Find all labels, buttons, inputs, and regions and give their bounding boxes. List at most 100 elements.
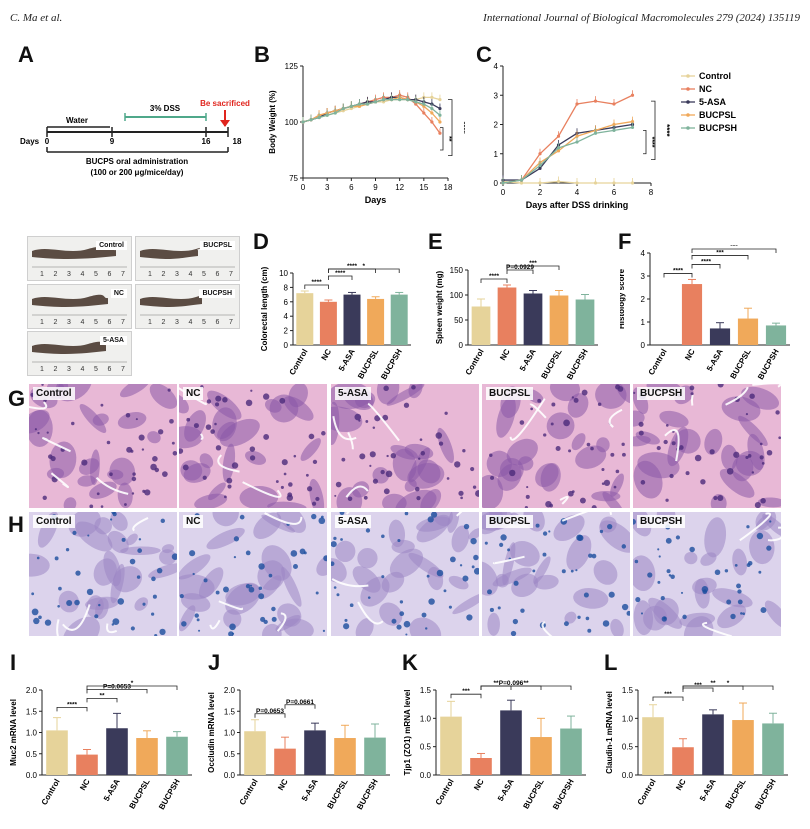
histology-label: BUCPSL xyxy=(486,515,534,528)
data-point xyxy=(438,113,442,117)
histology-label: NC xyxy=(183,515,204,528)
x-tick-label: 4 xyxy=(575,188,580,197)
tick-day-9: 9 xyxy=(110,137,115,146)
bar-bucpsh xyxy=(765,325,787,345)
he-row-tile-control: Control xyxy=(29,384,177,508)
ruler-number: 4 xyxy=(81,319,85,326)
panel-label-f: F xyxy=(618,229,632,254)
tjp1-chart: 0.0 0.5 1.0 1.5 Tjp1 (ZO1) mRNA level Control… xyxy=(403,680,586,811)
y-tick-label: 0.0 xyxy=(420,771,432,780)
bar-bucpsh xyxy=(575,299,595,345)
ruler-number: 2 xyxy=(54,319,58,326)
sig-label: **** xyxy=(673,267,684,274)
ruler-number: 5 xyxy=(202,271,206,278)
y-tick-label: 50 xyxy=(454,316,463,325)
sig-label: P=0.0653 xyxy=(256,708,284,715)
sig-bracket xyxy=(691,255,749,260)
data-point xyxy=(556,179,561,184)
journal-header: International Journal of Biological Macr… xyxy=(483,12,800,24)
ruler-number: 7 xyxy=(121,271,125,278)
x-tick-label: 5-ASA xyxy=(705,347,725,372)
bar-bucpsl xyxy=(732,720,754,775)
colon-photo-bucpsh: 1 2 3 4 5 6 7 BUCPSH xyxy=(135,284,240,329)
sig-label: * xyxy=(131,680,134,687)
ruler-number: 2 xyxy=(162,271,166,278)
sig-annotation: ** xyxy=(445,136,452,142)
y-tick-label: 0 xyxy=(459,341,464,350)
y-tick-label: 0.5 xyxy=(224,750,236,759)
sig-bracket xyxy=(86,688,148,694)
x-tick-label: BUCPSH xyxy=(753,777,778,811)
data-point xyxy=(357,104,361,108)
x-tick-label: 15 xyxy=(419,183,428,192)
ab-row-tile-bucpsh: BUCPSH xyxy=(633,512,781,636)
data-point xyxy=(430,106,434,111)
panel-label-h: H xyxy=(8,512,24,537)
y-axis-label: Body Weight (%) xyxy=(268,90,277,154)
y-tick-label: 125 xyxy=(285,62,299,71)
panel-label-d: D xyxy=(253,229,269,254)
bar-control xyxy=(244,731,266,775)
legend-label-bucpsh: BUCPSH xyxy=(699,123,737,133)
y-tick-label: 4 xyxy=(284,312,289,321)
colorectal-length-chart: 0 2 4 6 8 10 Colorectal length (cm) Control NC 5-… xyxy=(260,263,411,380)
x-tick-label: 12 xyxy=(395,183,404,192)
muc2-chart: 0.0 0.5 1.0 1.5 2.0 Muc2 mRNA level Control NC 5… xyxy=(10,680,192,811)
bar-bucpsl xyxy=(549,295,569,345)
sig-bracket xyxy=(86,697,118,703)
x-tick-label: BUCPSH xyxy=(355,777,380,811)
sig-label: **** xyxy=(335,270,346,277)
y-tick-label: 4 xyxy=(641,249,646,258)
sig-bracket xyxy=(506,265,560,270)
data-point xyxy=(519,178,524,182)
sig-label: ** xyxy=(710,680,716,687)
x-tick-label: BUCPSL xyxy=(325,777,349,810)
data-point xyxy=(538,152,542,156)
panel-label-g: G xyxy=(8,386,26,411)
bar-bucpsh xyxy=(364,737,386,775)
data-point xyxy=(593,181,598,185)
sig-label: *** xyxy=(529,260,537,267)
panel-label-i: I xyxy=(10,650,17,675)
x-tick-label: BUCPSH xyxy=(756,347,781,380)
x-tick-label: BUCPSH xyxy=(157,777,182,811)
legend-label-control: Control xyxy=(699,71,731,81)
y-tick-label: 75 xyxy=(289,174,298,183)
y-tick-label: 3 xyxy=(641,272,646,281)
bar-bucpsh xyxy=(762,723,784,775)
histology-score-chart: 0 1 2 3 4 Histology score Control NC 5-ASA BUCPSL… xyxy=(620,245,790,380)
x-tick-label: BUCPSH xyxy=(565,347,590,380)
data-point xyxy=(373,100,378,104)
sig-bracket xyxy=(254,713,286,718)
ruler-number: 1 xyxy=(40,319,44,326)
y-tick-label: 0.5 xyxy=(26,750,38,759)
data-point xyxy=(630,125,635,130)
panel-label-e: E xyxy=(428,229,443,254)
sig-bracket xyxy=(663,273,693,278)
dai-score-chart: 0 1 2 3 4 0 2 4 6 8 Days after DSS drinking DAI Sco… xyxy=(475,62,737,210)
histology-label: Control xyxy=(33,515,75,528)
data-point xyxy=(501,181,505,185)
sig-annotation: **** xyxy=(662,124,671,137)
sig-bracket xyxy=(480,685,572,690)
tick-day-0: 0 xyxy=(45,137,50,146)
y-axis-label: Tjp1 (ZO1) mRNA level xyxy=(403,690,412,776)
y-tick-label: 4 xyxy=(494,62,499,71)
x-tick-label: Control xyxy=(636,778,658,807)
y-axis-label: Muc2 mRNA level xyxy=(10,699,18,766)
data-point xyxy=(309,118,313,122)
panel-label-c: C xyxy=(476,42,492,67)
y-tick-label: 0.0 xyxy=(26,771,38,780)
x-tick-label: 9 xyxy=(373,183,378,192)
ruler-number: 1 xyxy=(148,271,152,278)
sig-label: P=0.0929 xyxy=(506,264,534,271)
x-tick-label: 8 xyxy=(649,188,654,197)
sig-label: **** xyxy=(347,263,358,270)
data-point xyxy=(365,102,370,106)
bar-5-asa xyxy=(523,293,543,345)
data-point xyxy=(422,102,426,106)
y-tick-label: 1.0 xyxy=(26,729,38,738)
series-line-nc xyxy=(502,94,633,184)
ruler-number: 3 xyxy=(175,271,179,278)
sig-bracket xyxy=(56,706,88,712)
